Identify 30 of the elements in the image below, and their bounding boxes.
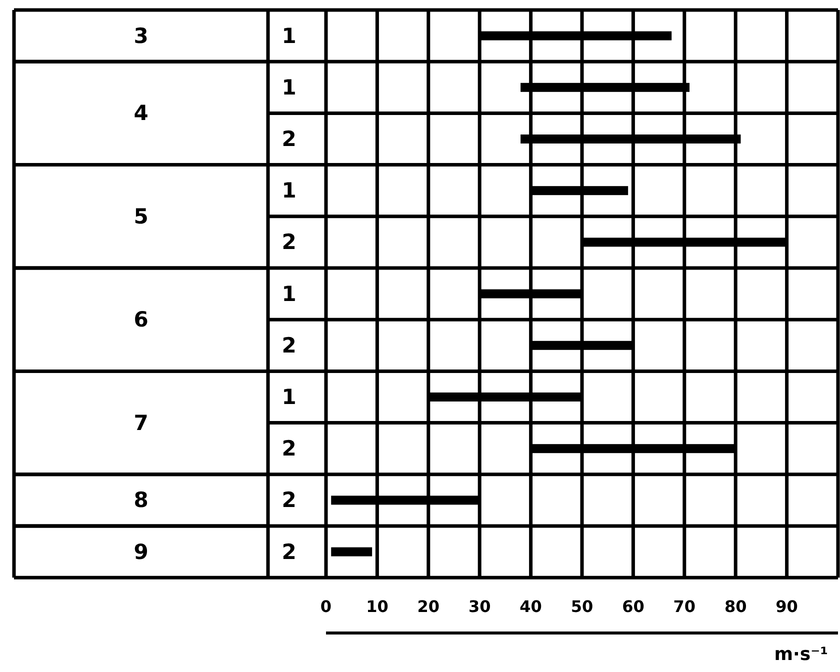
text: 7 (134, 410, 148, 435)
x-tick-label: 10 (366, 597, 388, 616)
x-axis-title: m·s⁻¹ (774, 644, 828, 665)
y-tick-label: 2 (282, 436, 296, 461)
text: 3 (134, 24, 148, 48)
y-tick-label: 1 (282, 385, 296, 409)
y-tick-label: 1 (282, 282, 296, 306)
x-tick-label: 20 (417, 597, 440, 616)
x-tick-label: 60 (622, 597, 644, 616)
text: 8 (134, 488, 148, 512)
y-tick-label: 2 (282, 230, 296, 254)
x-tick-label: 50 (570, 597, 594, 616)
x-tick-label: 80 (724, 597, 747, 616)
x-tick-label: 90 (776, 597, 798, 616)
text: 5 (134, 204, 148, 228)
y-tick-label: 2 (282, 127, 296, 151)
x-tick-label: 40 (520, 597, 542, 616)
x-tick-label: 70 (673, 597, 696, 616)
y-tick-label: 1 (282, 24, 296, 48)
text: 4 (134, 101, 148, 126)
y-tick-label: 2 (282, 333, 296, 358)
y-tick-label: 1 (282, 178, 296, 203)
text: 6 (134, 308, 148, 332)
y-tick-label: 2 (282, 488, 296, 512)
x-tick-label: 0 (320, 597, 332, 616)
y-tick-label: 2 (282, 540, 296, 564)
x-tick-label: 30 (468, 597, 491, 616)
y-tick-label: 1 (282, 75, 296, 100)
bar (331, 547, 372, 556)
text: 9 (134, 540, 148, 564)
